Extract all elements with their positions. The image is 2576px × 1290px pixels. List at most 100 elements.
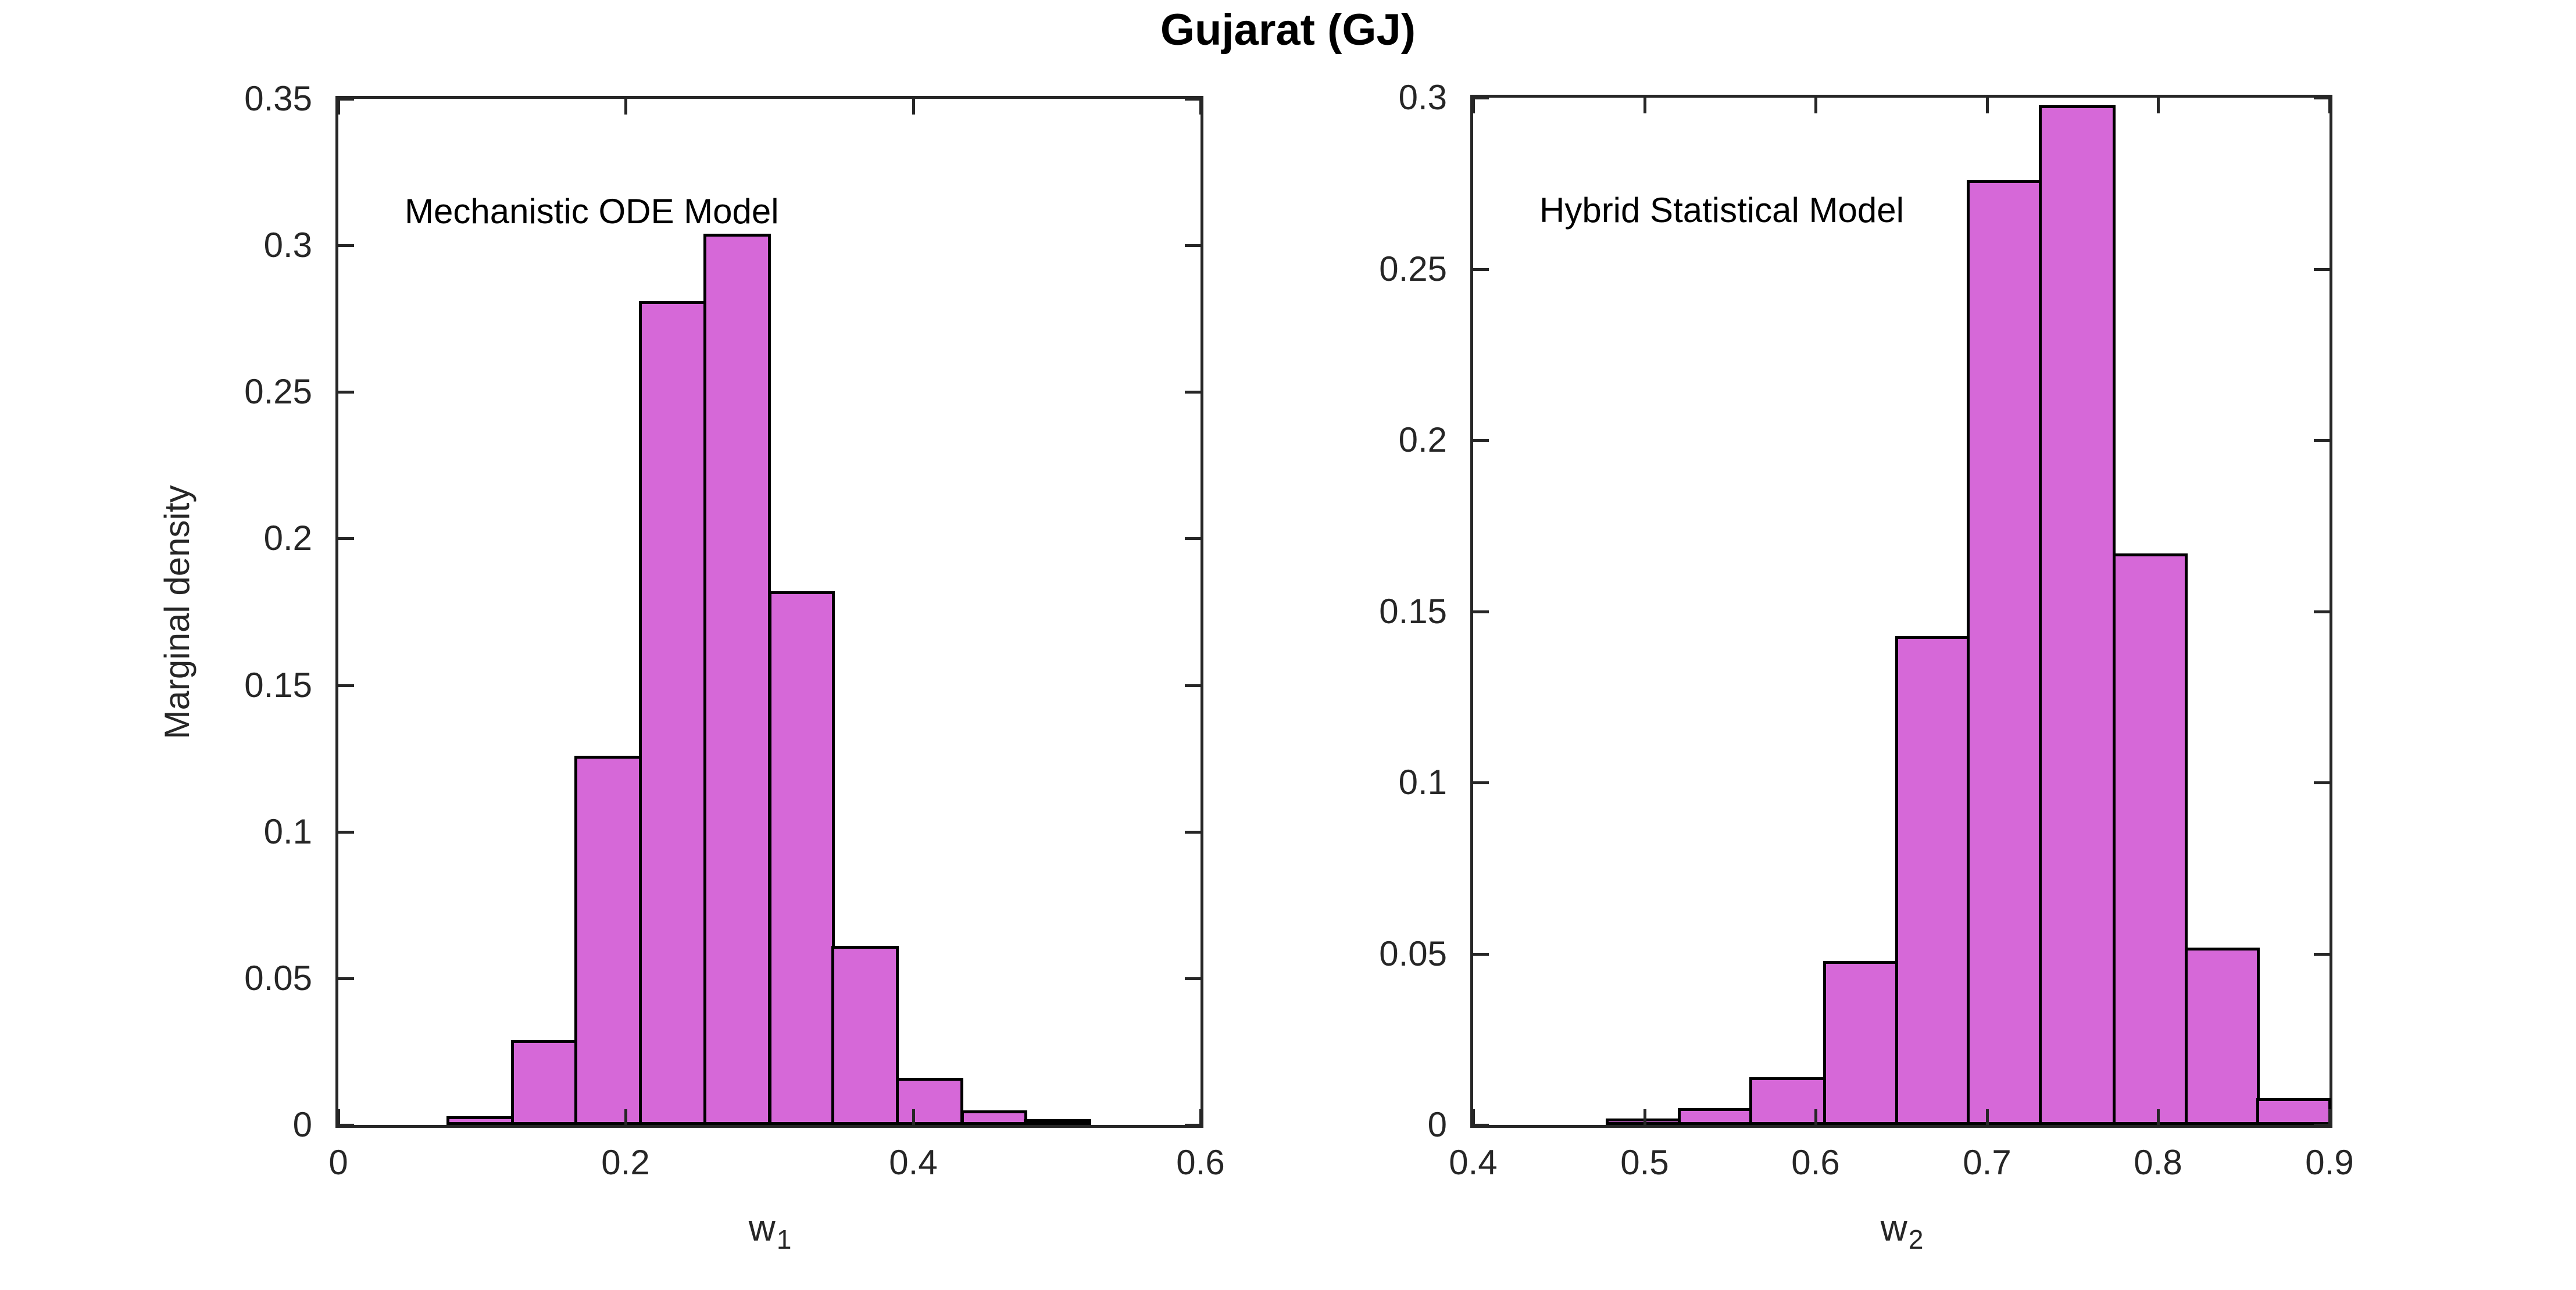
x-axis-label-base: w — [748, 1207, 776, 1249]
y-tick-label: 0.3 — [1398, 78, 1447, 117]
x-axis-tick — [1644, 98, 1646, 113]
y-axis-tick — [338, 537, 354, 540]
x-axis-tick — [1644, 1109, 1646, 1125]
y-axis-tick — [338, 977, 354, 980]
x-tick-label: 0.4 — [1449, 1143, 1498, 1182]
y-axis-tick — [338, 244, 354, 247]
y-axis-tick — [1473, 781, 1489, 784]
histogram-bar — [511, 1040, 577, 1125]
y-axis-tick — [1473, 610, 1489, 613]
x-axis-tick — [1199, 99, 1202, 115]
x-axis-tick — [1986, 1109, 1989, 1125]
y-tick-label: 0.35 — [244, 79, 312, 118]
y-tick-label: 0.3 — [263, 226, 312, 265]
y-axis-tick — [2314, 610, 2330, 613]
histogram-bar — [1967, 180, 2042, 1125]
x-tick-label: 0.4 — [889, 1143, 938, 1182]
x-axis-tick — [2328, 98, 2331, 113]
x-axis-tick — [912, 99, 915, 115]
panel-label-left: Mechanistic ODE Model — [405, 192, 779, 231]
x-tick-label: 0.5 — [1620, 1143, 1669, 1182]
x-axis-tick — [624, 99, 627, 115]
x-tick-label: 0.2 — [601, 1143, 650, 1182]
y-axis-tick — [1473, 268, 1489, 271]
x-axis-tick — [337, 1109, 340, 1125]
x-axis-tick — [1472, 98, 1475, 113]
y-axis-tick — [1185, 98, 1201, 101]
y-tick-label: 0.2 — [1398, 420, 1447, 459]
y-axis-tick — [1185, 1124, 1201, 1127]
x-axis-tick — [912, 1109, 915, 1125]
y-axis-tick — [338, 684, 354, 687]
y-axis-tick — [1185, 684, 1201, 687]
histogram-bar — [896, 1078, 963, 1125]
histogram-bar — [2185, 948, 2260, 1125]
x-tick-label: 0.6 — [1791, 1143, 1840, 1182]
histogram-bar — [2113, 553, 2188, 1125]
x-axis-label-subscript: 1 — [776, 1224, 792, 1255]
plot-panel-left — [335, 96, 1203, 1128]
x-axis-label-base: w — [1880, 1207, 1907, 1249]
x-axis-tick — [1986, 98, 1989, 113]
plot-panel-right — [1470, 95, 2332, 1128]
histogram-bar — [831, 946, 899, 1125]
y-axis-tick — [2314, 268, 2330, 271]
y-tick-label: 0.1 — [263, 812, 312, 851]
y-axis-tick — [338, 1124, 354, 1127]
y-axis-tick — [2314, 1124, 2330, 1127]
y-axis-tick — [338, 831, 354, 834]
y-axis-tick — [338, 98, 354, 101]
histogram-bar — [703, 234, 771, 1125]
y-axis-tick — [1473, 439, 1489, 442]
y-tick-label: 0.15 — [1379, 592, 1447, 631]
histogram-bar — [1678, 1108, 1753, 1125]
y-tick-label: 0.25 — [1379, 249, 1447, 288]
x-axis-tick — [624, 1109, 627, 1125]
y-axis-tick — [1185, 537, 1201, 540]
y-axis-tick — [1185, 391, 1201, 394]
histogram-bar — [1024, 1119, 1091, 1125]
x-tick-label: 0.7 — [1963, 1143, 2012, 1182]
x-axis-tick — [2157, 1109, 2160, 1125]
x-tick-label: 0.6 — [1176, 1143, 1225, 1182]
y-tick-label: 0.15 — [244, 666, 312, 705]
y-axis-tick — [338, 391, 354, 394]
x-axis-label-left: w1 — [335, 1207, 1203, 1253]
x-axis-tick — [337, 99, 340, 115]
x-axis-tick — [1814, 98, 1817, 113]
y-axis-tick — [1185, 244, 1201, 247]
histogram-bar — [639, 301, 706, 1125]
y-axis-tick — [2314, 97, 2330, 99]
x-tick-label: 0.8 — [2134, 1143, 2182, 1182]
x-axis-tick — [1814, 1109, 1817, 1125]
x-axis-tick — [1472, 1109, 1475, 1125]
y-axis-tick — [1473, 97, 1489, 99]
y-tick-label: 0.25 — [244, 372, 312, 411]
y-axis-tick — [1185, 977, 1201, 980]
y-tick-label: 0.2 — [263, 519, 312, 558]
y-tick-label: 0 — [292, 1105, 312, 1144]
histogram-bar — [1823, 961, 1898, 1125]
x-axis-tick — [1199, 1109, 1202, 1125]
y-axis-tick — [2314, 781, 2330, 784]
x-axis-label-right: w2 — [1470, 1207, 2332, 1253]
y-axis-tick — [2314, 953, 2330, 956]
histogram-bar — [2039, 105, 2116, 1125]
y-axis-tick — [1473, 953, 1489, 956]
x-axis-label-subscript: 2 — [1908, 1224, 1924, 1255]
y-axis-tick — [1473, 1124, 1489, 1127]
histogram-bar — [961, 1110, 1027, 1125]
histogram-bar — [446, 1116, 514, 1125]
panel-label-right: Hybrid Statistical Model — [1539, 191, 1904, 230]
y-tick-label: 0.1 — [1398, 763, 1447, 802]
figure-title: Gujarat (GJ) — [1160, 5, 1416, 55]
histogram-bar — [769, 591, 835, 1125]
histogram-bar — [1895, 636, 1970, 1125]
x-tick-label: 0 — [328, 1143, 348, 1182]
y-tick-label: 0.05 — [244, 959, 312, 998]
x-tick-label: 0.9 — [2305, 1143, 2354, 1182]
x-axis-tick — [2157, 98, 2160, 113]
y-tick-label: 0 — [1427, 1105, 1447, 1144]
y-tick-label: 0.05 — [1379, 934, 1447, 973]
